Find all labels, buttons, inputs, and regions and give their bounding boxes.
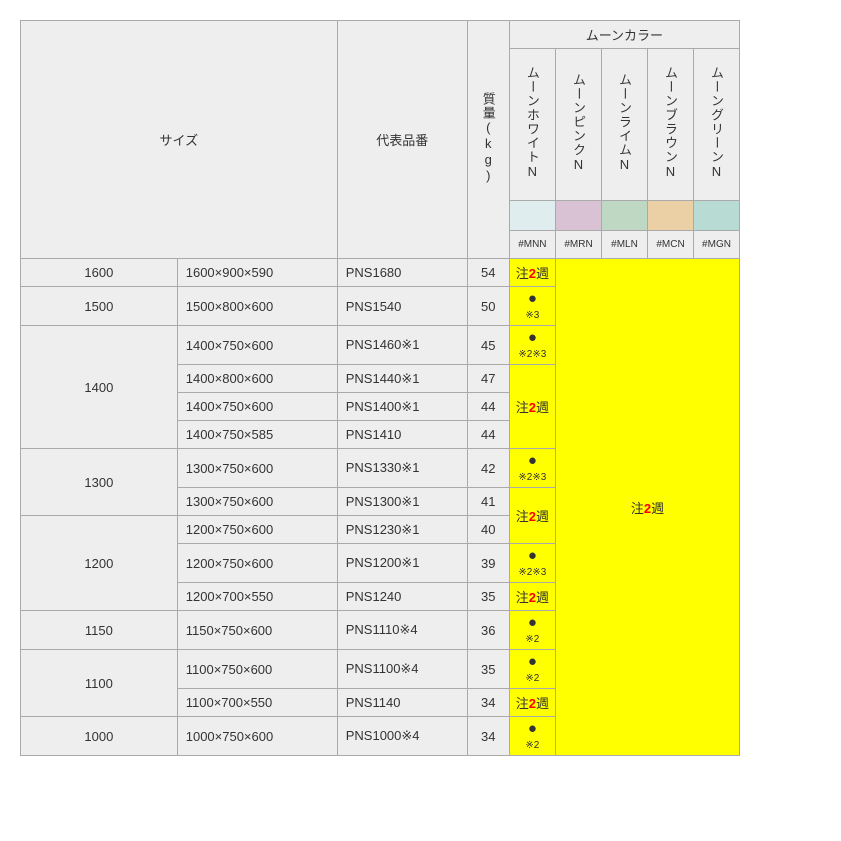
mass-cell: 34 bbox=[467, 689, 509, 717]
header-partno: 代表品番 bbox=[337, 21, 467, 259]
size-cell: 1150×750×600 bbox=[177, 611, 337, 650]
mass-cell: 35 bbox=[467, 650, 509, 689]
mass-cell: 40 bbox=[467, 516, 509, 544]
size-cell: 1600×900×590 bbox=[177, 259, 337, 287]
mass-cell: 39 bbox=[467, 544, 509, 583]
color-code-0: #MNN bbox=[509, 231, 555, 259]
color-swatch-1 bbox=[556, 201, 602, 231]
mass-cell: 35 bbox=[467, 583, 509, 611]
partno-cell: PNS1110※4 bbox=[337, 611, 467, 650]
mass-cell: 47 bbox=[467, 365, 509, 393]
partno-cell: PNS1100※4 bbox=[337, 650, 467, 689]
mnn-cell: ●※2※3 bbox=[509, 449, 555, 488]
color-code-4: #MGN bbox=[694, 231, 740, 259]
mass-cell: 34 bbox=[467, 717, 509, 756]
size-category: 1100 bbox=[21, 650, 178, 717]
partno-cell: PNS1680 bbox=[337, 259, 467, 287]
color-name-4: ムーングリーンN bbox=[694, 49, 740, 201]
color-name-2: ムーンライムN bbox=[602, 49, 648, 201]
size-cell: 1300×750×600 bbox=[177, 488, 337, 516]
size-category: 1000 bbox=[21, 717, 178, 756]
mass-cell: 54 bbox=[467, 259, 509, 287]
size-cell: 1200×750×600 bbox=[177, 516, 337, 544]
mass-cell: 42 bbox=[467, 449, 509, 488]
size-category: 1200 bbox=[21, 516, 178, 611]
color-swatch-4 bbox=[694, 201, 740, 231]
partno-cell: PNS1240 bbox=[337, 583, 467, 611]
partno-cell: PNS1000※4 bbox=[337, 717, 467, 756]
mnn-cell: 注2週 bbox=[509, 689, 555, 717]
header-size: サイズ bbox=[21, 21, 338, 259]
size-cell: 1100×700×550 bbox=[177, 689, 337, 717]
mass-cell: 36 bbox=[467, 611, 509, 650]
mnn-cell: 注2週 bbox=[509, 365, 555, 449]
color-name-1: ムーンピンクN bbox=[556, 49, 602, 201]
size-category: 1600 bbox=[21, 259, 178, 287]
size-cell: 1100×750×600 bbox=[177, 650, 337, 689]
partno-cell: PNS1300※1 bbox=[337, 488, 467, 516]
partno-cell: PNS1330※1 bbox=[337, 449, 467, 488]
mnn-cell: ●※2 bbox=[509, 611, 555, 650]
color-code-3: #MCN bbox=[648, 231, 694, 259]
table-row: 16001600×900×590PNS168054注2週注2週 bbox=[21, 259, 740, 287]
color-swatch-0 bbox=[509, 201, 555, 231]
size-cell: 1000×750×600 bbox=[177, 717, 337, 756]
color-block-right: 注2週 bbox=[556, 259, 740, 756]
color-name-0: ムーンホワイトN bbox=[509, 49, 555, 201]
partno-cell: PNS1140 bbox=[337, 689, 467, 717]
size-cell: 1400×750×600 bbox=[177, 326, 337, 365]
size-cell: 1300×750×600 bbox=[177, 449, 337, 488]
partno-cell: PNS1540 bbox=[337, 287, 467, 326]
mnn-cell: ●※2※3 bbox=[509, 326, 555, 365]
partno-cell: PNS1410 bbox=[337, 421, 467, 449]
header-mass: 質量(kg) bbox=[467, 21, 509, 259]
color-name-3: ムーンブラウンN bbox=[648, 49, 694, 201]
header-color-group: ムーンカラー bbox=[509, 21, 739, 49]
size-category: 1400 bbox=[21, 326, 178, 449]
color-code-2: #MLN bbox=[602, 231, 648, 259]
size-category: 1500 bbox=[21, 287, 178, 326]
size-cell: 1400×750×585 bbox=[177, 421, 337, 449]
mass-cell: 44 bbox=[467, 393, 509, 421]
mnn-cell: 注2週 bbox=[509, 488, 555, 544]
size-cell: 1400×800×600 bbox=[177, 365, 337, 393]
mnn-cell: ●※3 bbox=[509, 287, 555, 326]
mnn-cell: 注2週 bbox=[509, 583, 555, 611]
color-code-1: #MRN bbox=[556, 231, 602, 259]
size-category: 1300 bbox=[21, 449, 178, 516]
mnn-cell: 注2週 bbox=[509, 259, 555, 287]
mass-cell: 44 bbox=[467, 421, 509, 449]
mnn-cell: ●※2 bbox=[509, 650, 555, 689]
size-cell: 1500×800×600 bbox=[177, 287, 337, 326]
mass-cell: 41 bbox=[467, 488, 509, 516]
color-swatch-2 bbox=[602, 201, 648, 231]
color-swatch-3 bbox=[648, 201, 694, 231]
mass-cell: 45 bbox=[467, 326, 509, 365]
mnn-cell: ●※2 bbox=[509, 717, 555, 756]
mass-cell: 50 bbox=[467, 287, 509, 326]
size-cell: 1200×750×600 bbox=[177, 544, 337, 583]
size-category: 1150 bbox=[21, 611, 178, 650]
partno-cell: PNS1200※1 bbox=[337, 544, 467, 583]
partno-cell: PNS1460※1 bbox=[337, 326, 467, 365]
partno-cell: PNS1400※1 bbox=[337, 393, 467, 421]
partno-cell: PNS1440※1 bbox=[337, 365, 467, 393]
product-table: サイズ 代表品番 質量(kg) ムーンカラー ムーンホワイトNムーンピンクNムー… bbox=[20, 20, 740, 756]
partno-cell: PNS1230※1 bbox=[337, 516, 467, 544]
mnn-cell: ●※2※3 bbox=[509, 544, 555, 583]
size-cell: 1200×700×550 bbox=[177, 583, 337, 611]
size-cell: 1400×750×600 bbox=[177, 393, 337, 421]
